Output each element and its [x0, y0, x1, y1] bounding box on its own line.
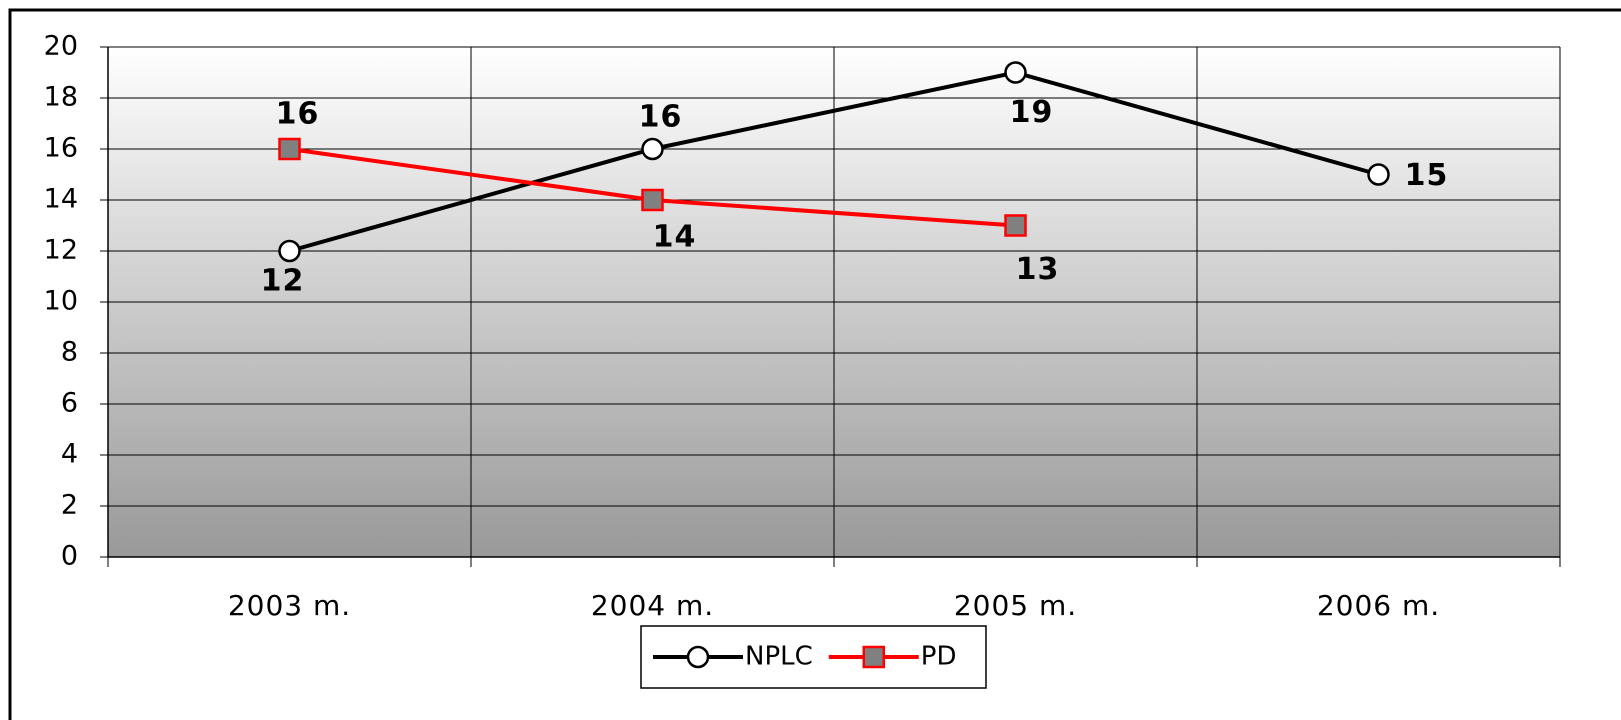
y-tick-label: 4 [61, 439, 78, 470]
y-tick-label: 6 [61, 388, 78, 419]
legend-label: PD [921, 642, 957, 672]
legend-label: NPLC [745, 642, 813, 672]
y-tick-label: 14 [44, 184, 78, 215]
data-label: 12 [261, 264, 305, 299]
x-tick-label: 2006 m. [1317, 589, 1440, 622]
marker [641, 188, 664, 212]
marker [278, 239, 301, 263]
series-line [288, 70, 1380, 253]
marker [1004, 61, 1027, 84]
y-tick-label: 8 [61, 337, 78, 368]
marker [1004, 214, 1027, 237]
y-tick-label: 10 [44, 286, 78, 317]
x-tick-label: 2005 m. [954, 589, 1077, 622]
marker [862, 645, 886, 669]
data-label: 13 [1016, 252, 1060, 287]
marker [686, 645, 710, 669]
marker [1367, 163, 1390, 186]
y-tick-label: 2 [61, 490, 78, 521]
y-tick-label: 0 [61, 541, 78, 572]
y-tick-label: 20 [44, 31, 78, 62]
marker [641, 137, 664, 161]
y-tick-label: 16 [44, 133, 78, 164]
y-tick-label: 18 [44, 82, 78, 113]
data-label: 14 [653, 220, 697, 255]
marker [278, 137, 301, 161]
x-tick-label: 2003 m. [228, 589, 351, 622]
data-label: 16 [276, 97, 320, 132]
data-label: 19 [1010, 95, 1054, 130]
y-tick-label: 12 [44, 235, 78, 266]
data-label: 16 [639, 100, 683, 135]
data-label: 15 [1405, 158, 1449, 193]
x-tick-label: 2004 m. [591, 589, 714, 622]
